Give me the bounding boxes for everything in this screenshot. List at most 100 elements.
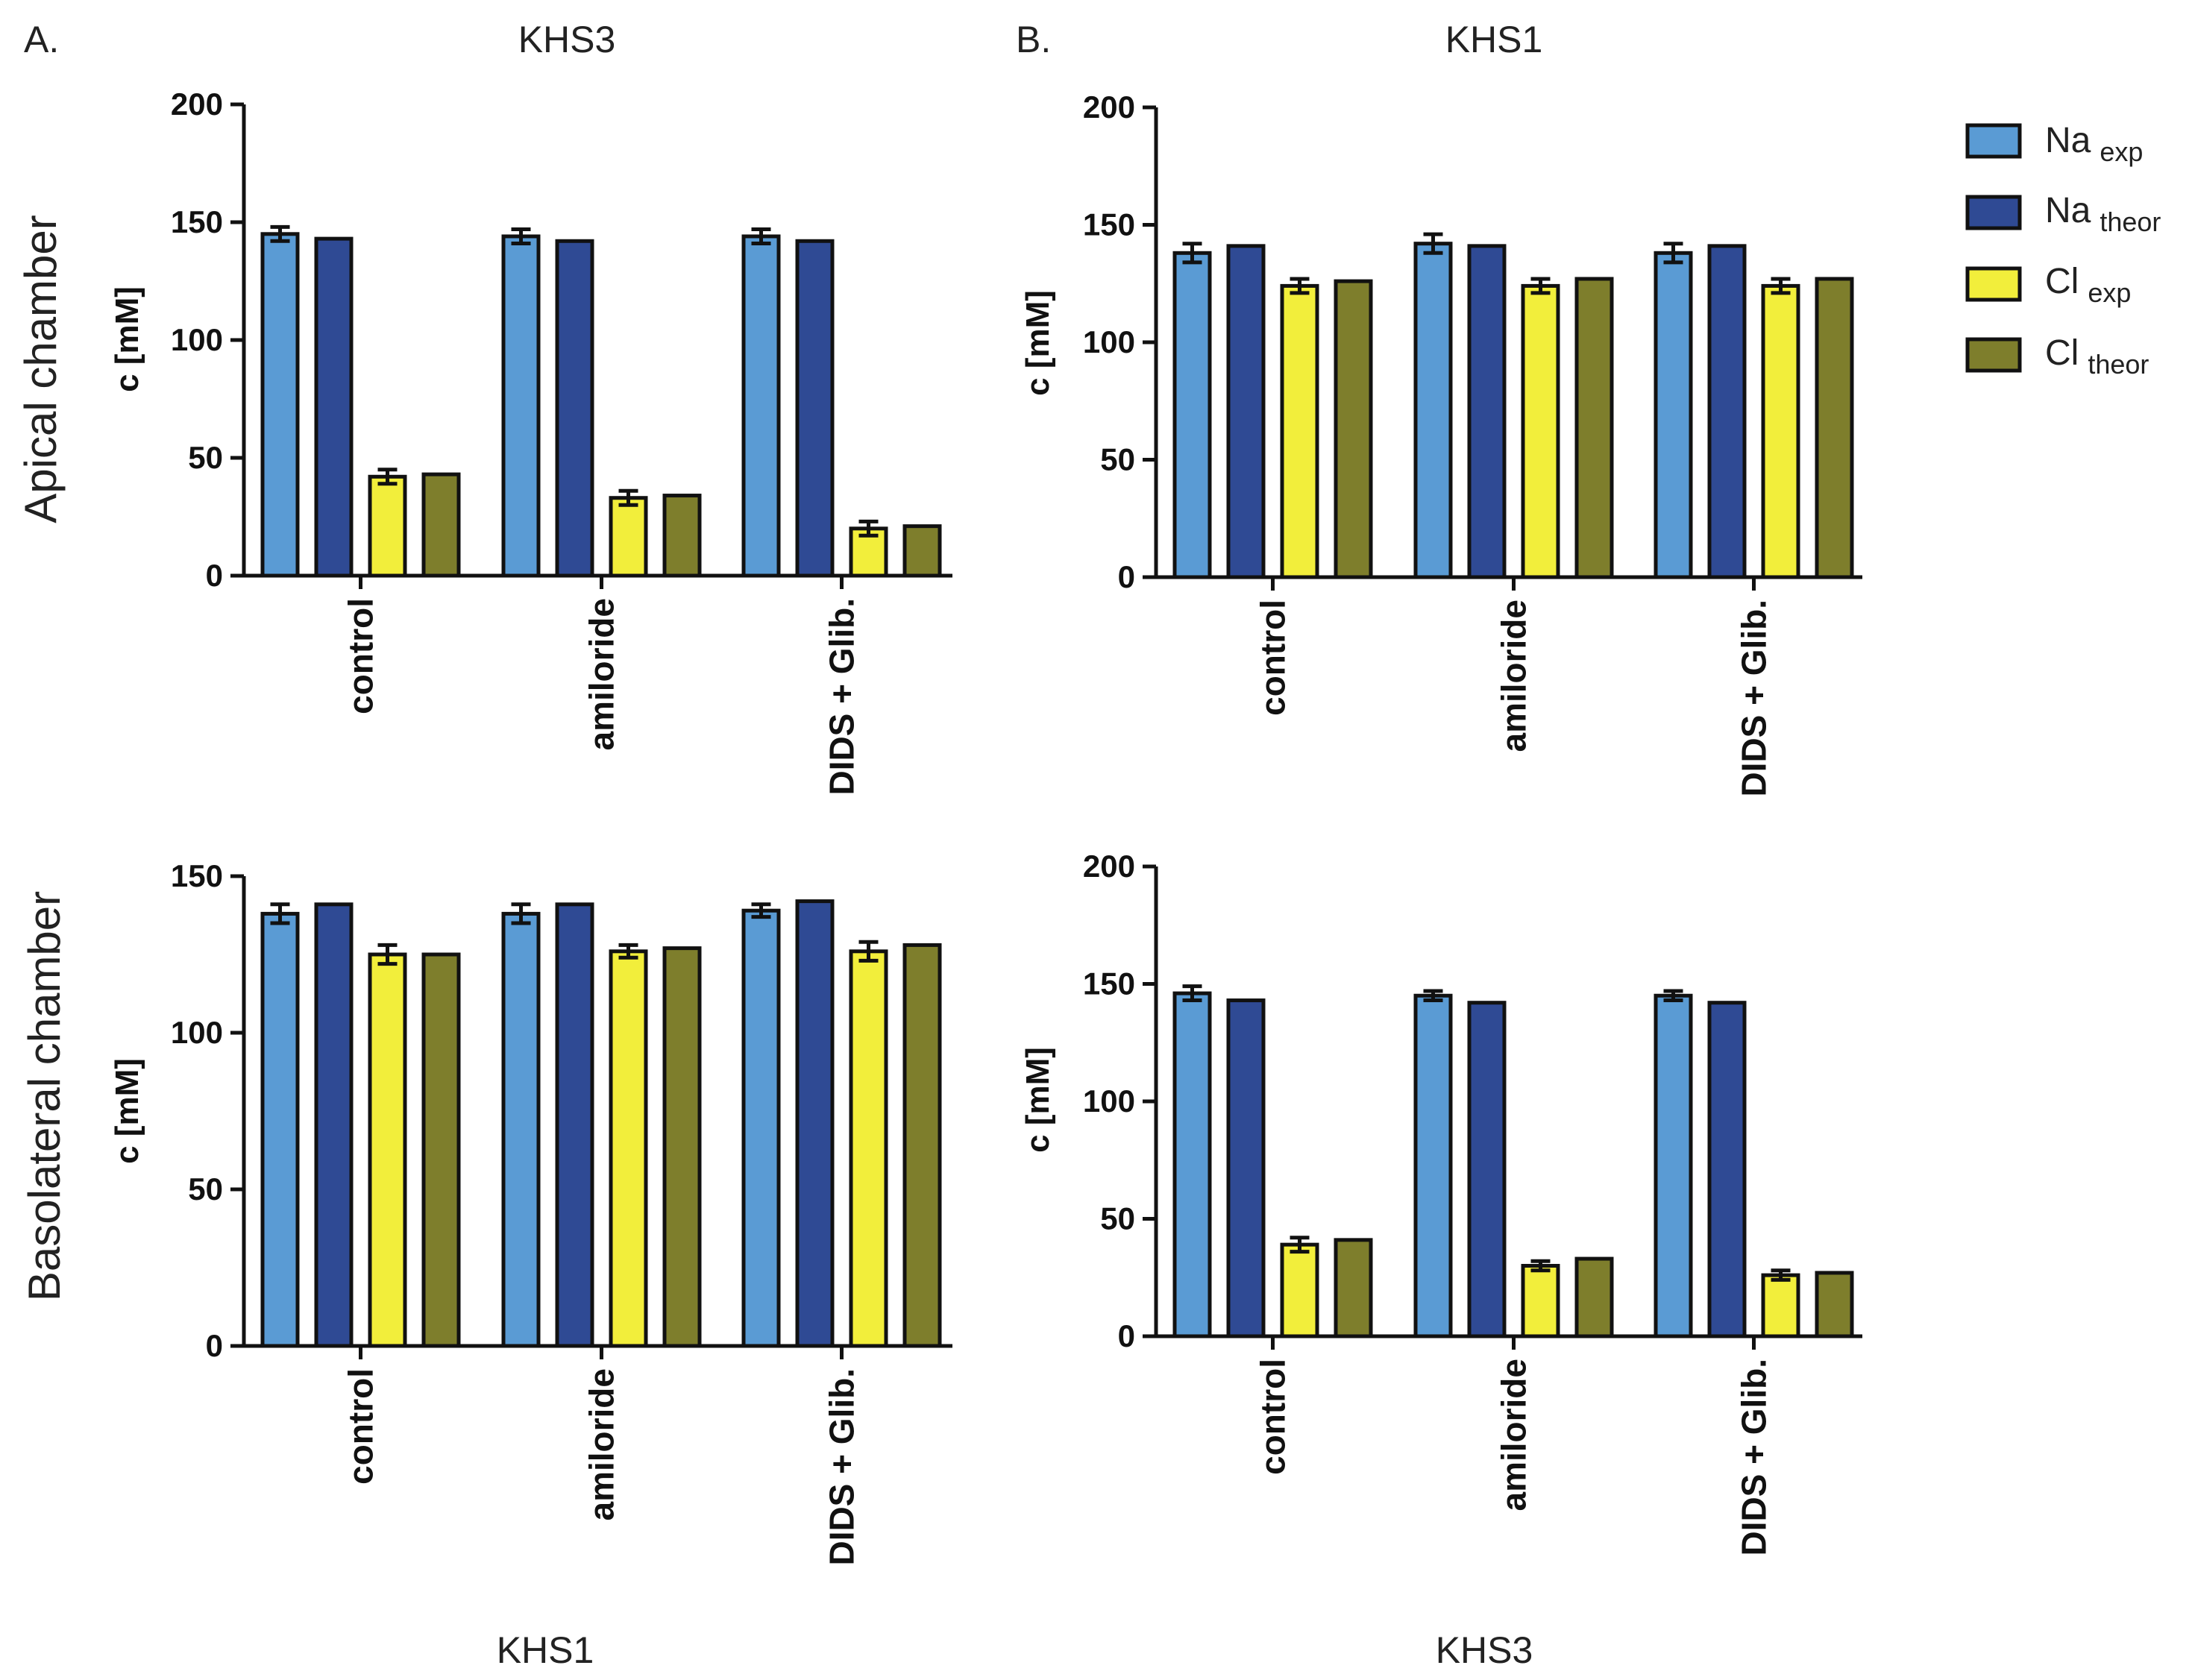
bar-na-theor-amiloride <box>1467 1001 1507 1338</box>
bar-na-exp-dids-glib <box>741 908 781 1348</box>
y-tick-label-apical-khs1: 100 <box>1083 324 1135 359</box>
y-tick-label-apical-khs3: 0 <box>206 558 223 593</box>
chart-basolateral-khs3: 0 50 100 150 200 c [mM] control amiloride DIDS +… <box>1020 849 1862 1556</box>
category-label-control-apical-khs1: control <box>1254 600 1293 716</box>
bar-cl-theor-control <box>1334 279 1373 579</box>
chart-apical-khs1: 0 50 100 150 200 c [mM] control amiloride DIDS +… <box>1020 89 1862 797</box>
category-label-control-basolateral-khs1: control <box>342 1368 380 1485</box>
category-label-control-apical-khs3: control <box>342 598 380 714</box>
bar-cl-exp-amiloride <box>609 949 648 1348</box>
legend-swatch-na-theor <box>1965 195 2022 230</box>
bar-cl-theor-amiloride <box>662 946 702 1348</box>
legend-swatch-na-exp <box>1965 123 2022 159</box>
bar-na-exp-control <box>260 911 300 1348</box>
bar-na-exp-dids-glib <box>1654 993 1693 1338</box>
bar-na-theor-amiloride <box>555 239 594 578</box>
category-label-amiloride-basolateral-khs3: amiloride <box>1495 1359 1533 1511</box>
title-bottom-left: KHS1 <box>497 1629 594 1671</box>
y-tick-label-basolateral-khs1: 100 <box>171 1015 223 1050</box>
category-label-amiloride-apical-khs3: amiloride <box>582 598 621 751</box>
y-tick-label-basolateral-khs1: 50 <box>188 1171 223 1206</box>
chart-basolateral-khs1: 0 50 100 150 c [mM] control amiloride DIDS + Gl… <box>109 858 952 1566</box>
y-tick-label-basolateral-khs3: 200 <box>1083 849 1135 884</box>
legend-label-cl-exp: Cl exp <box>2045 262 2131 308</box>
bar-na-theor-amiloride <box>1467 244 1507 579</box>
bar-cl-theor-dids-glib <box>902 524 942 578</box>
bar-na-theor-control <box>1226 244 1266 579</box>
bar-cl-theor-dids-glib <box>1815 1271 1854 1338</box>
bar-na-theor-control <box>314 902 354 1348</box>
y-tick-label-basolateral-khs3: 100 <box>1083 1083 1135 1119</box>
panel-b-label: B. <box>1016 19 1051 60</box>
title-top-left: KHS3 <box>518 19 616 60</box>
bar-cl-exp-control <box>1280 283 1319 579</box>
y-tick-label-apical-khs1: 50 <box>1100 442 1135 477</box>
bar-cl-exp-amiloride <box>1521 283 1560 579</box>
bar-na-theor-dids-glib <box>795 239 835 578</box>
y-tick-label-apical-khs3: 150 <box>171 204 223 239</box>
legend-label-na-theor: Na theor <box>2045 191 2161 237</box>
row-label-basolateral: Basolateral chamber <box>19 891 69 1301</box>
chart-apical-khs3: 0 50 100 150 200 c [mM] control amiloride DIDS +… <box>109 86 952 796</box>
y-tick-label-basolateral-khs3: 150 <box>1083 966 1135 1001</box>
legend-swatch-cl-exp <box>1965 266 2022 302</box>
y-axis-label-basolateral-khs1: c [mM] <box>109 1058 145 1164</box>
bar-cl-exp-dids-glib <box>1761 1273 1800 1338</box>
y-tick-label-apical-khs1: 200 <box>1083 89 1135 125</box>
y-tick-label-apical-khs3: 100 <box>171 322 223 357</box>
bar-cl-theor-control <box>421 472 461 578</box>
legend-label-cl-theor: Cl theor <box>2045 333 2149 380</box>
y-axis-label-basolateral-khs3: c [mM] <box>1020 1047 1056 1153</box>
legend: Na exp Na theor Cl exp Cl theor <box>1965 121 2161 380</box>
bar-na-exp-control <box>1172 251 1212 579</box>
y-tick-label-apical-khs1: 150 <box>1083 207 1135 242</box>
bar-cl-theor-amiloride <box>1574 1256 1614 1338</box>
y-tick-label-apical-khs1: 0 <box>1118 559 1135 594</box>
category-label-dids-glib-basolateral-khs1: DIDS + Glib. <box>823 1368 861 1566</box>
bar-cl-theor-control <box>1334 1238 1373 1338</box>
y-tick-label-apical-khs3: 50 <box>188 440 223 475</box>
bar-na-exp-amiloride <box>501 234 541 578</box>
y-axis-label-apical-khs1: c [mM] <box>1020 290 1056 396</box>
title-top-right: KHS1 <box>1445 19 1543 60</box>
category-label-dids-glib-basolateral-khs3: DIDS + Glib. <box>1735 1359 1774 1556</box>
y-tick-label-basolateral-khs3: 0 <box>1118 1318 1135 1353</box>
bar-na-exp-amiloride <box>1413 993 1453 1338</box>
bar-cl-theor-dids-glib <box>1815 277 1854 579</box>
y-tick-label-apical-khs3: 200 <box>171 86 223 122</box>
y-axis-label-apical-khs3: c [mM] <box>109 286 145 392</box>
category-label-amiloride-basolateral-khs1: amiloride <box>582 1368 621 1521</box>
y-tick-label-basolateral-khs1: 150 <box>171 858 223 893</box>
y-tick-label-basolateral-khs3: 50 <box>1100 1201 1135 1236</box>
bar-na-theor-dids-glib <box>1707 1001 1747 1338</box>
bar-cl-exp-dids-glib <box>849 949 888 1348</box>
bar-na-theor-dids-glib <box>795 899 835 1348</box>
bar-cl-exp-control <box>368 474 407 578</box>
bar-na-exp-amiloride <box>501 911 541 1348</box>
bar-cl-theor-control <box>421 952 461 1348</box>
bar-cl-exp-dids-glib <box>1761 283 1800 579</box>
bar-cl-theor-dids-glib <box>902 943 942 1348</box>
bar-na-theor-control <box>314 236 354 578</box>
title-bottom-right: KHS3 <box>1436 1629 1533 1671</box>
category-label-dids-glib-apical-khs1: DIDS + Glib. <box>1735 600 1774 797</box>
bar-cl-theor-amiloride <box>1574 277 1614 579</box>
bar-cl-exp-control <box>1280 1242 1319 1338</box>
bar-na-theor-control <box>1226 998 1266 1338</box>
legend-swatch-cl-theor <box>1965 337 2022 373</box>
bar-na-exp-amiloride <box>1413 242 1453 579</box>
bar-cl-exp-control <box>368 952 407 1348</box>
legend-label-na-exp: Na exp <box>2045 121 2143 167</box>
category-label-amiloride-apical-khs1: amiloride <box>1495 600 1533 752</box>
category-label-control-basolateral-khs3: control <box>1254 1359 1293 1475</box>
bar-na-theor-dids-glib <box>1707 244 1747 579</box>
bar-cl-theor-amiloride <box>662 494 702 578</box>
bar-na-exp-control <box>1172 991 1212 1338</box>
bar-na-exp-dids-glib <box>741 234 781 578</box>
bar-na-exp-control <box>260 232 300 578</box>
panel-a-label: A. <box>24 19 59 60</box>
bar-cl-exp-amiloride <box>609 496 648 578</box>
bar-na-theor-amiloride <box>555 902 594 1348</box>
row-label-apical: Apical chamber <box>16 215 66 523</box>
